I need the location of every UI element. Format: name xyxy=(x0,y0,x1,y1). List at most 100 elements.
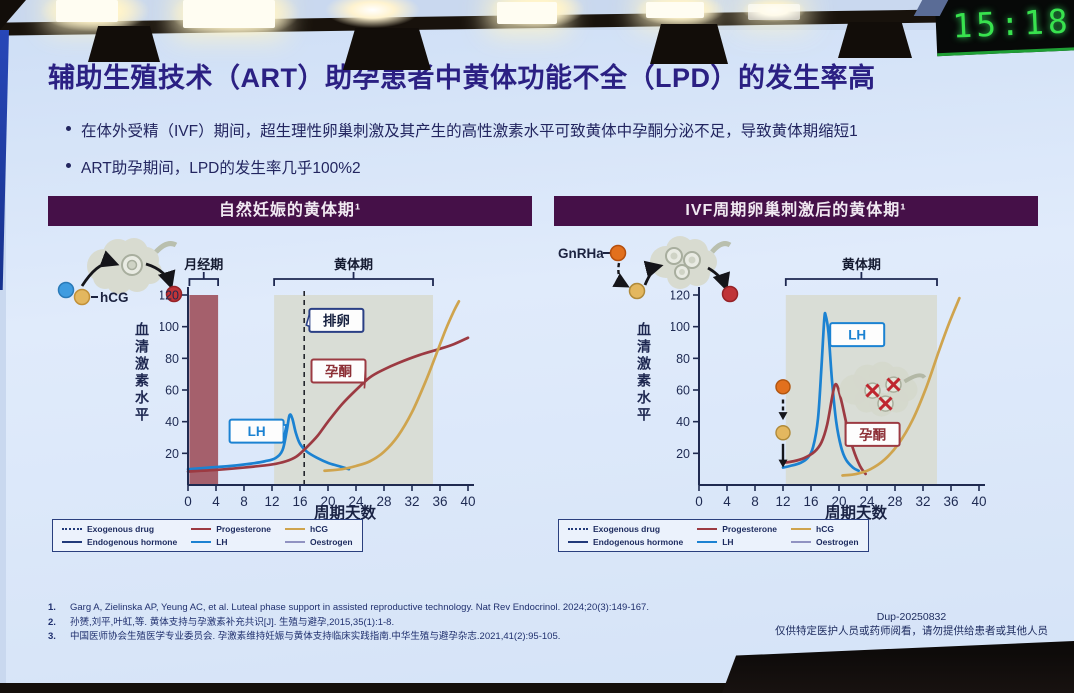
svg-text:24: 24 xyxy=(348,494,364,509)
bullet-dot xyxy=(66,126,71,131)
svg-text:100: 100 xyxy=(671,320,690,334)
svg-text:40: 40 xyxy=(971,494,986,509)
svg-text:8: 8 xyxy=(751,494,759,509)
hcg-dot xyxy=(73,288,91,306)
svg-text:60: 60 xyxy=(165,384,179,398)
corpus-luteum-dot xyxy=(165,285,183,303)
svg-text:80: 80 xyxy=(165,352,179,366)
callout-label: LH xyxy=(248,424,266,439)
svg-text:40: 40 xyxy=(460,494,475,509)
panel-ivf-stimulated: IVF周期卵巢刺激后的黄体期¹ GnRHa xyxy=(554,196,1038,568)
light-fixture xyxy=(343,28,431,70)
panel-natural-pregnancy: 自然妊娠的黄体期¹ xyxy=(48,196,532,568)
output-arrow xyxy=(145,262,176,290)
legend-item: hCG xyxy=(285,524,353,534)
slide: 辅助生殖技术（ART）助孕患者中黄体功能不全（LPD）的发生率高 在体外受精（I… xyxy=(6,30,1074,684)
reference-item: 3. 中国医师协会生殖医学专业委员会. 孕激素维持妊娠与黄体支持临床实践指南.中华… xyxy=(48,630,561,642)
x-axis-label: 周期天数 xyxy=(825,503,888,522)
legend-item: Exogenous drug xyxy=(62,524,177,534)
series-LH xyxy=(186,413,351,471)
svg-text:40: 40 xyxy=(676,415,690,429)
document-code: Dup-20250832 xyxy=(876,611,947,623)
svg-text:4: 4 xyxy=(723,494,731,509)
svg-text:0: 0 xyxy=(695,494,703,509)
references: 1. Garg A, Zielinska AP, Yeung AC, et al.… xyxy=(48,601,708,644)
bullet-text: ART助孕期间，LPD的发生率几乎100%2 xyxy=(81,160,361,177)
phase-bracket-label: 黄体期 xyxy=(842,257,881,272)
svg-text:28: 28 xyxy=(887,494,902,509)
svg-text:120: 120 xyxy=(671,289,690,303)
legend-item: LH xyxy=(697,537,777,547)
stimulation-arrow xyxy=(643,260,664,286)
drug-dot xyxy=(775,379,791,395)
svg-text:16: 16 xyxy=(803,494,818,509)
series-hCG xyxy=(323,299,461,473)
stage-floor-edge xyxy=(0,683,1074,693)
legend-item: Oestrogen xyxy=(285,537,353,547)
svg-text:28: 28 xyxy=(376,494,391,509)
screen-edge xyxy=(0,30,9,290)
stage-lamp xyxy=(646,2,704,18)
phase-bracket-label: 黄体期 xyxy=(334,257,373,272)
audience-disclaimer: 仅供特定医护人员或药师阅看，请勿提供给患者或其他人员 xyxy=(775,625,1048,637)
bullet-dot xyxy=(66,163,71,168)
stage-lamp xyxy=(56,0,118,22)
stage-lamp xyxy=(748,4,800,20)
reference-item: 1. Garg A, Zielinska AP, Yeung AC, et al.… xyxy=(48,602,649,614)
ovary-hcg-illustration: hCG xyxy=(57,238,183,306)
trigger-dot xyxy=(628,282,646,300)
svg-text:120: 120 xyxy=(160,289,179,303)
output-arrow xyxy=(707,266,731,292)
oocyte-dot xyxy=(721,285,739,303)
svg-text:80: 80 xyxy=(676,352,690,366)
bullet-item: 在体外受精（IVF）期间，超生理性卵巢刺激及其产生的高性激素水平可致黄体中孕酮分… xyxy=(66,119,1044,141)
trigger-arrow xyxy=(612,262,630,288)
ovary-gnrha-illustration: GnRHa xyxy=(558,236,739,303)
svg-text:40: 40 xyxy=(165,415,179,429)
svg-text:0: 0 xyxy=(184,494,192,509)
fsh-dot xyxy=(57,281,75,299)
bullet-text: 在体外受精（IVF）期间，超生理性卵巢刺激及其产生的高性激素水平可致黄体中孕酮分… xyxy=(81,123,858,140)
light-fixture xyxy=(838,22,912,58)
series-Progesterone xyxy=(186,336,470,473)
svg-text:36: 36 xyxy=(432,494,447,509)
gnrha-dot xyxy=(609,244,627,262)
series-Progesterone xyxy=(781,382,867,476)
callout-label: 孕酮 xyxy=(859,427,886,442)
legend-item: Progesterone xyxy=(697,524,777,534)
drug-dot xyxy=(775,425,791,441)
stage-light-glow xyxy=(325,0,420,28)
legend-item: hCG xyxy=(791,524,859,534)
svg-text:32: 32 xyxy=(915,494,930,509)
svg-text:8: 8 xyxy=(240,494,248,509)
stage-lamp xyxy=(497,2,557,24)
svg-text:100: 100 xyxy=(160,320,179,334)
phase-bracket-label: 月经期 xyxy=(183,257,223,272)
gnrha-label: GnRHa xyxy=(558,246,604,261)
light-fixture xyxy=(650,24,728,64)
panel-body: GnRHa xyxy=(554,226,1038,568)
x-axis-label: 周期天数 xyxy=(314,503,377,522)
clock-time: 15:18 xyxy=(951,1,1073,46)
legend-item: Progesterone xyxy=(191,524,271,534)
legend-item: Oestrogen xyxy=(791,537,859,547)
led-clock: 15:18 xyxy=(934,0,1074,57)
panel-body: hCG 血清激素水平 20 40 60 80 100 120 0 4 8 12 16 20 24 28 32… xyxy=(48,226,532,568)
svg-text:20: 20 xyxy=(676,447,690,461)
slide-title: 辅助生殖技术（ART）助孕患者中黄体功能不全（LPD）的发生率高 xyxy=(48,63,876,93)
panel-header: 自然妊娠的黄体期¹ xyxy=(48,196,532,226)
svg-text:36: 36 xyxy=(943,494,958,509)
legend-item: LH xyxy=(191,537,271,547)
bullet-list: 在体外受精（IVF）期间，超生理性卵巢刺激及其产生的高性激素水平可致黄体中孕酮分… xyxy=(6,119,1074,178)
legend-item: Exogenous drug xyxy=(568,524,683,534)
chart-natural-luteal-phase: 20 40 60 80 100 120 0 4 8 12 16 20 24 28 32 36 40 月经期 黄体期排… xyxy=(160,257,476,522)
bullet-item: ART助孕期间，LPD的发生率几乎100%2 xyxy=(66,156,1044,178)
svg-text:20: 20 xyxy=(831,494,846,509)
svg-text:12: 12 xyxy=(264,494,279,509)
series-LH xyxy=(781,311,860,473)
svg-text:24: 24 xyxy=(859,494,875,509)
svg-text:20: 20 xyxy=(320,494,335,509)
callout-label: 排卵 xyxy=(323,312,350,328)
menses-bar xyxy=(189,295,219,485)
